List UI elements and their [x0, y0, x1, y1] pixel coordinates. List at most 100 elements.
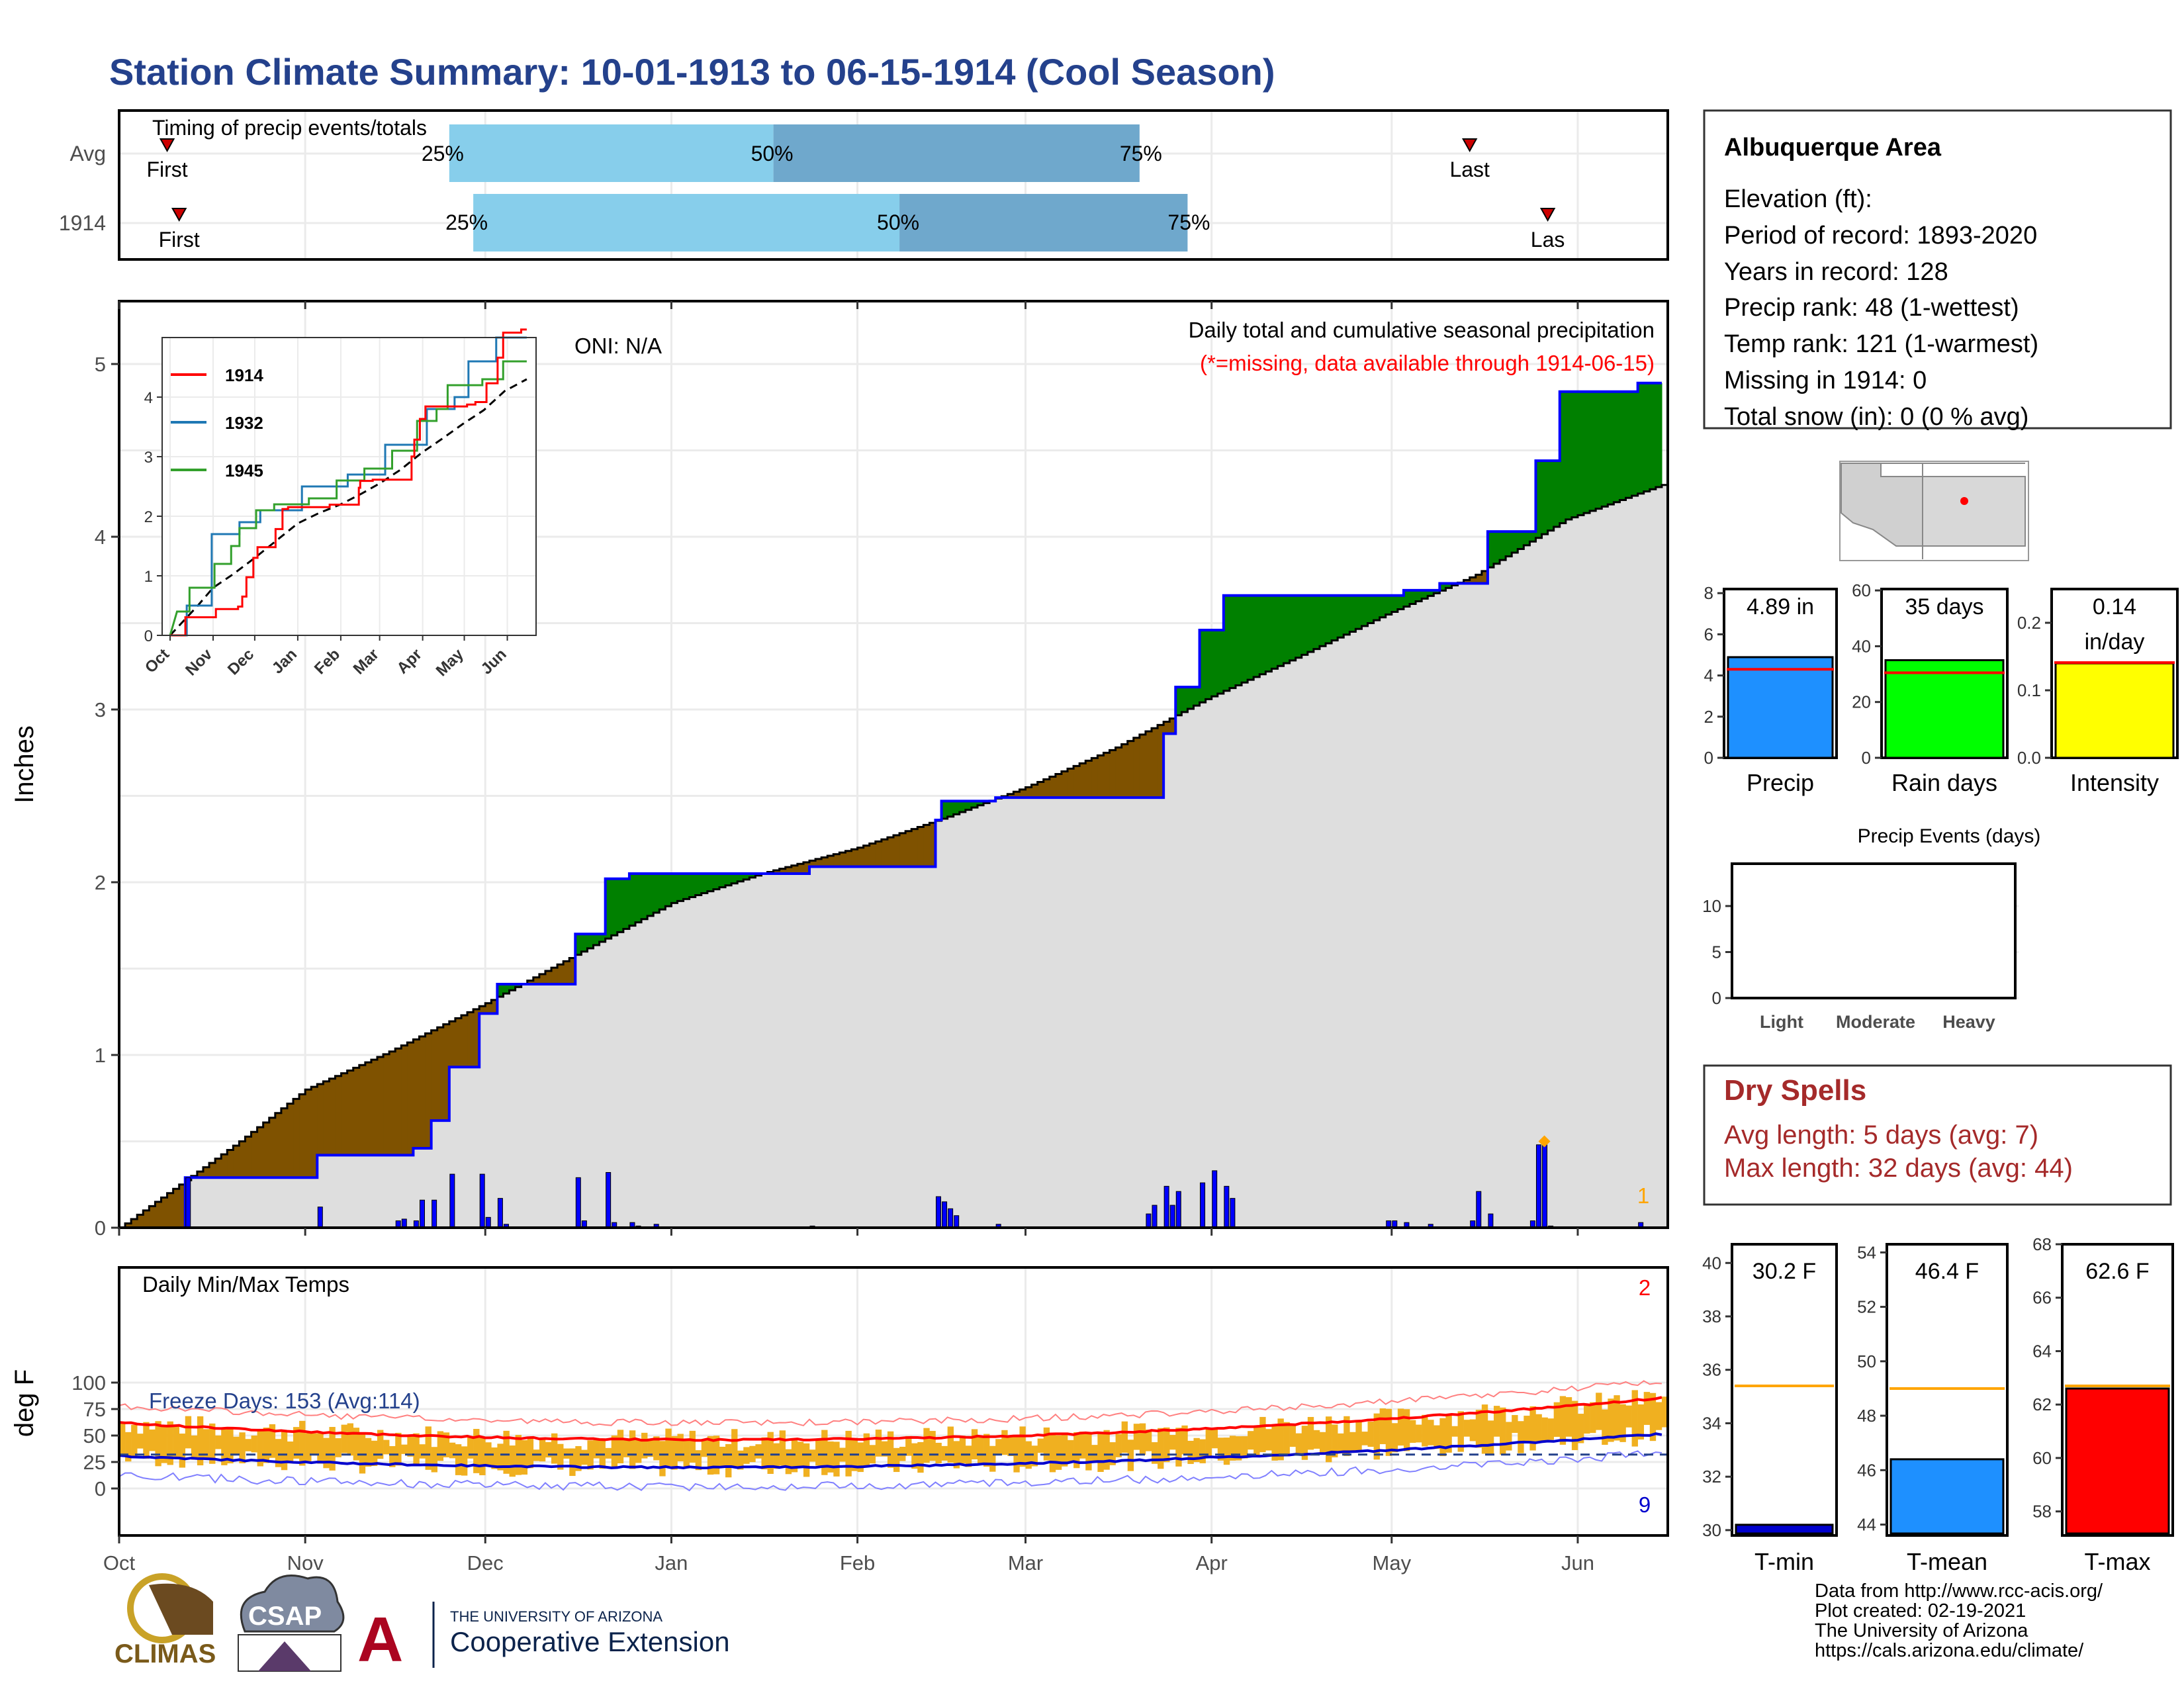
- wetter-than-avg-fill: [1548, 461, 1555, 530]
- wetter-than-avg-fill: [1644, 383, 1651, 492]
- daily-precip-bar: [936, 1197, 940, 1228]
- daily-temp-bar: [143, 1422, 149, 1459]
- wetter-than-avg-fill: [1494, 531, 1500, 564]
- drier-than-avg-fill: [876, 841, 882, 866]
- daily-temp-bar: [1608, 1398, 1614, 1441]
- dry-spells-avg: Avg length: 5 days (avg: 7): [1724, 1120, 2038, 1150]
- temp-bar-t-max: [2066, 1389, 2169, 1533]
- temp-bar-value: 62.6 F: [2085, 1259, 2149, 1284]
- daily-temp-bar: [185, 1416, 191, 1449]
- wetter-than-avg-fill: [1343, 596, 1350, 635]
- wetter-than-avg-fill: [1259, 596, 1266, 674]
- daily-temp-bar: [527, 1439, 533, 1469]
- drier-than-avg-fill: [455, 1019, 462, 1068]
- daily-precip-bar: [948, 1209, 953, 1228]
- daily-temp-bar: [155, 1421, 161, 1466]
- station-elevation: Elevation (ft):: [1724, 185, 1872, 213]
- daily-temp-bar: [1284, 1422, 1290, 1457]
- drier-than-avg-fill: [323, 1081, 330, 1155]
- temp-bar-tick-label: 32: [1702, 1467, 1721, 1486]
- drier-than-avg-fill: [858, 848, 864, 867]
- summary-bar-tick-label: 6: [1704, 624, 1713, 644]
- daily-temp-bar: [995, 1439, 1001, 1455]
- climas-text: CLIMAS: [114, 1639, 216, 1668]
- daily-temp-bar: [1566, 1397, 1572, 1437]
- csap-text: CSAP: [248, 1602, 322, 1631]
- daily-temp-bar: [972, 1429, 978, 1459]
- daily-precip-bar: [1224, 1186, 1229, 1228]
- temp-bar-tick-label: 68: [2032, 1234, 2052, 1254]
- daily-temp-bar: [876, 1430, 882, 1457]
- drier-than-avg-fill: [341, 1074, 348, 1156]
- ua-line1: THE UNIVERSITY OF ARIZONA: [450, 1608, 662, 1625]
- daily-temp-bar: [1122, 1422, 1128, 1453]
- inset-y-tick-label: 4: [144, 389, 153, 407]
- daily-temp-bar: [917, 1442, 923, 1473]
- temp-bar-tick-label: 36: [1702, 1360, 1721, 1380]
- summary-bar-tick-label: 60: [1852, 580, 1871, 600]
- station-precip-rank: Precip rank: 48 (1-wettest): [1724, 294, 2019, 322]
- temp-bar-tick-label: 54: [1857, 1242, 1876, 1262]
- summary-bar-tick-label: 20: [1852, 692, 1871, 712]
- temp-bar-tick-label: 62: [2032, 1394, 2052, 1414]
- inset-x-tick-label: Oct: [142, 645, 173, 676]
- wetter-than-avg-fill: [1566, 392, 1572, 520]
- wetter-than-avg-fill: [1206, 630, 1212, 699]
- wetter-than-avg-fill: [1314, 596, 1320, 649]
- drier-than-avg-fill: [287, 1104, 294, 1178]
- inset-x-tick-label: Jan: [269, 645, 300, 677]
- temp-bar-tick-label: 46: [1857, 1460, 1876, 1480]
- daily-precip-bar: [1230, 1199, 1235, 1228]
- daily-precip-bar: [1170, 1205, 1175, 1228]
- daily-temp-bar: [1103, 1430, 1109, 1470]
- precip-y-tick-label: 5: [95, 353, 106, 376]
- precip-events-chart: Precip Events (days) <0.04Light0.04-0.13…: [1702, 825, 2040, 1032]
- daily-temp-bar: [407, 1436, 413, 1457]
- daily-temp-bar: [1500, 1408, 1506, 1455]
- drier-than-avg-fill: [1116, 747, 1122, 798]
- daily-temp-bar: [929, 1431, 935, 1461]
- summary-bar-tick-label: 4: [1704, 666, 1713, 686]
- first-event-marker: [161, 139, 174, 151]
- daily-temp-bar: [137, 1434, 143, 1448]
- temp-y-tick-label: 100: [71, 1371, 106, 1394]
- wetter-than-avg-fill: [1230, 596, 1236, 688]
- drier-than-avg-fill: [467, 1012, 474, 1067]
- drier-than-avg-fill: [870, 844, 876, 867]
- daily-temp-bar: [1038, 1439, 1044, 1453]
- wetter-than-avg-fill: [1602, 392, 1608, 507]
- dry-spells-box: Dry Spells Avg length: 5 days (avg: 7) M…: [1704, 1066, 2171, 1205]
- wetter-than-avg-fill: [1218, 630, 1224, 694]
- daily-temp-bar: [413, 1434, 419, 1465]
- daily-precip-bar: [1201, 1183, 1205, 1228]
- wetter-than-avg-fill: [612, 879, 618, 935]
- wetter-than-avg-fill: [653, 874, 660, 913]
- daily-temp-bar: [1644, 1392, 1650, 1425]
- drier-than-avg-fill: [1097, 755, 1104, 798]
- daily-precip-bar: [1536, 1145, 1541, 1228]
- drier-than-avg-fill: [365, 1062, 372, 1155]
- credits: Data from http://www.rcc-acis.org/ Plot …: [1815, 1580, 2103, 1661]
- drier-than-avg-fill: [383, 1054, 390, 1155]
- first-label-avg: First: [146, 158, 187, 181]
- drier-than-avg-fill: [1079, 763, 1086, 798]
- wetter-than-avg-fill: [623, 879, 630, 929]
- daily-temp-bar: [426, 1426, 432, 1470]
- last-label-avg: Last: [1449, 158, 1490, 181]
- daily-temp-bar: [1422, 1415, 1428, 1447]
- daily-temp-bar: [1602, 1410, 1608, 1445]
- daily-temp-bar: [432, 1447, 437, 1472]
- credit-plot-created: Plot created: 02-19-2021: [1815, 1600, 2026, 1622]
- daily-temp-bar: [539, 1440, 545, 1461]
- station-years: Years in record: 128: [1724, 258, 1948, 286]
- daily-precip-bar: [432, 1200, 437, 1228]
- daily-temp-bar: [383, 1440, 389, 1455]
- drier-than-avg-fill: [432, 1030, 438, 1120]
- daily-temp-bar: [1212, 1428, 1218, 1448]
- drier-than-avg-fill: [1152, 728, 1158, 798]
- drier-than-avg-fill: [1122, 745, 1128, 798]
- dry-spells-max: Max length: 32 days (avg: 44): [1724, 1154, 2073, 1183]
- drier-than-avg-fill: [887, 837, 894, 866]
